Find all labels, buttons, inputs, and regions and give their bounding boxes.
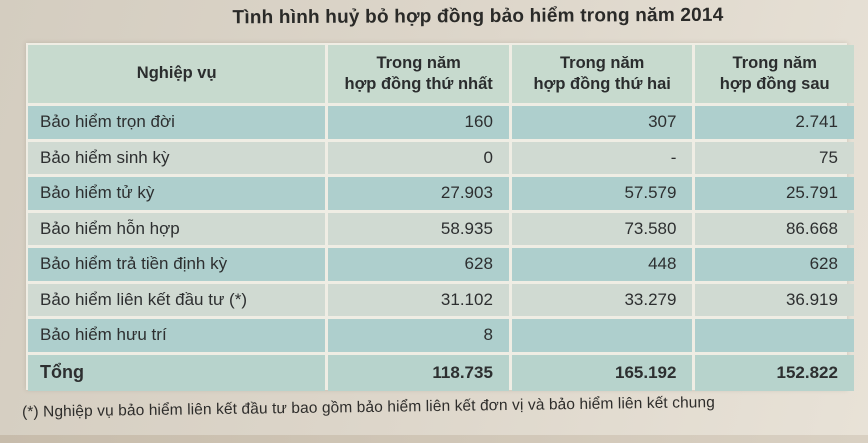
insurance-cancellation-table: Nghiệp vụ Trong năm hợp đồng thứ nhất Tr… (26, 43, 854, 391)
table-footnote: (*) Nghiệp vụ bảo hiểm liên kết đầu tư b… (21, 394, 716, 421)
cell-value: 160 (328, 106, 509, 139)
cell-value: 73.580 (511, 212, 693, 245)
row-label: Bảo hiểm hưu trí (28, 319, 326, 352)
cell-value (511, 319, 693, 352)
photo-bottom-edge (0, 435, 868, 443)
cell-value: 27.903 (328, 177, 509, 210)
column-header-business-line: Nghiệp vụ (28, 45, 326, 103)
cell-value: 57.579 (511, 177, 693, 210)
column-header-later-contract-year: Trong năm hợp đồng sau (695, 45, 854, 103)
cell-value: 628 (695, 248, 854, 281)
cell-value: 36.919 (695, 283, 854, 316)
row-label: Bảo hiểm sinh kỳ (28, 141, 326, 174)
cell-value: 2.741 (695, 106, 854, 139)
cell-value: 307 (511, 106, 693, 139)
cell-value: 0 (328, 141, 509, 174)
cell-value (695, 319, 854, 352)
cell-value: 33.279 (511, 283, 693, 316)
row-label: Bảo hiểm hỗn hợp (28, 212, 326, 245)
cell-value: 25.791 (695, 177, 854, 210)
cell-value: 448 (511, 248, 693, 281)
cell-value: 86.668 (695, 212, 854, 245)
row-label: Bảo hiểm tử kỳ (28, 177, 326, 210)
row-label: Bảo hiểm trả tiền định kỳ (28, 248, 326, 281)
cell-value: 628 (328, 248, 509, 281)
row-label: Bảo hiểm liên kết đầu tư (*) (28, 283, 326, 316)
row-label: Bảo hiểm trọn đời (28, 106, 326, 139)
total-row-label: Tổng (28, 354, 326, 391)
total-value: 165.192 (511, 354, 693, 391)
total-value: 152.822 (695, 354, 854, 391)
cell-value: 58.935 (328, 212, 509, 245)
page-title: Tình hình huỷ bỏ hợp đồng bảo hiểm trong… (232, 4, 724, 29)
column-header-second-contract-year: Trong năm hợp đồng thứ hai (511, 45, 693, 103)
cell-value: 8 (328, 319, 509, 352)
total-value: 118.735 (328, 354, 509, 391)
cell-value: - (511, 141, 693, 174)
cell-value: 75 (695, 141, 854, 174)
cell-value: 31.102 (328, 283, 509, 316)
column-header-first-contract-year: Trong năm hợp đồng thứ nhất (328, 45, 509, 103)
